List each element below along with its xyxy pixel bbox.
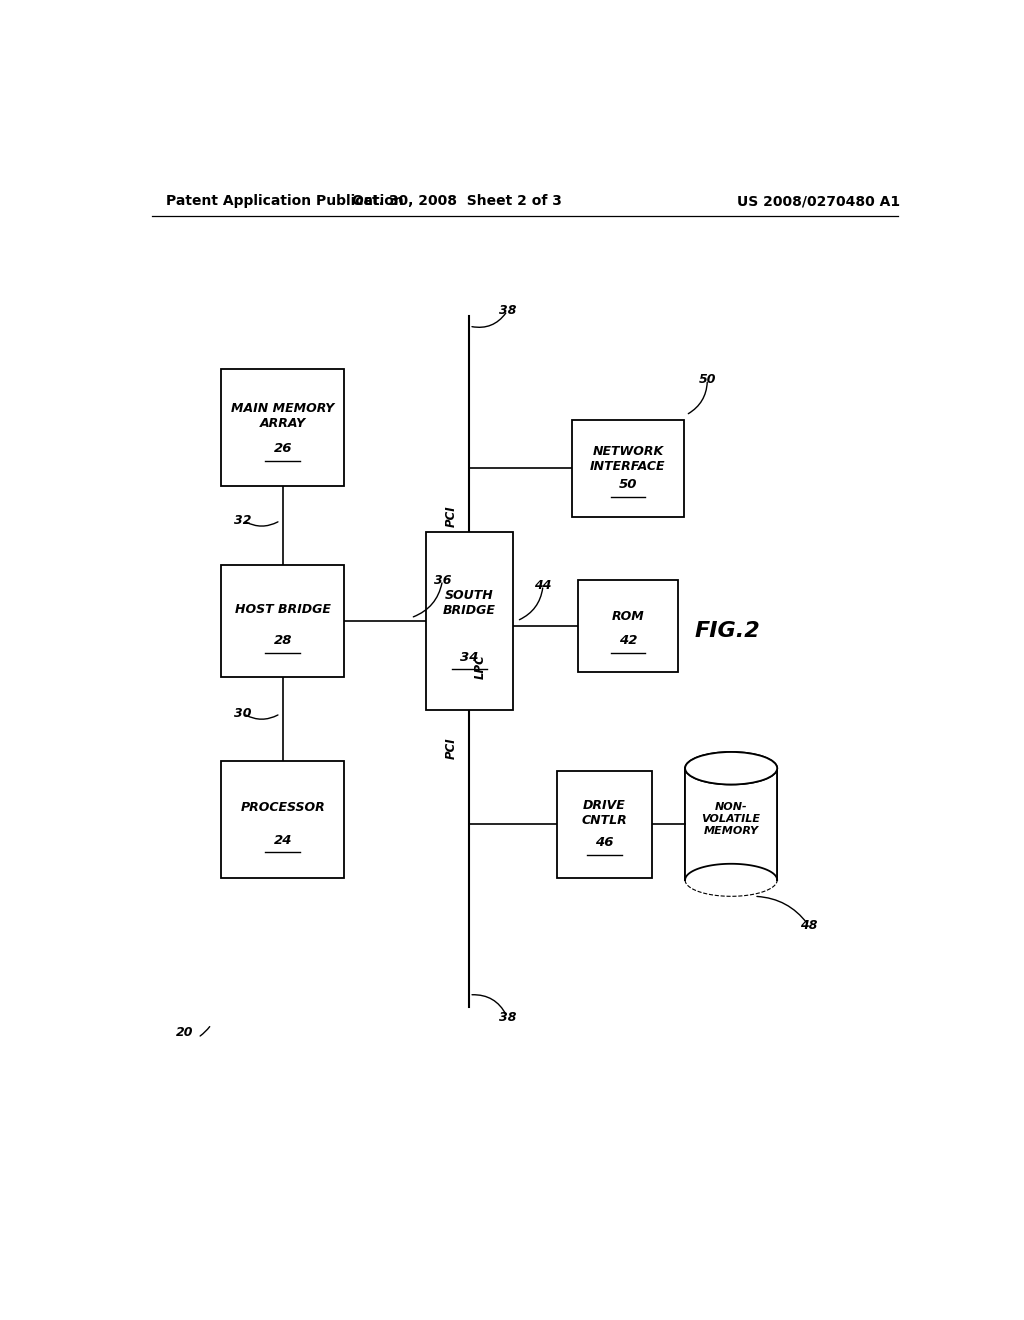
FancyBboxPatch shape [221,370,344,486]
Text: 28: 28 [273,634,292,647]
Text: 34: 34 [460,651,478,664]
Text: 38: 38 [499,1011,516,1024]
Text: MAIN MEMORY
ARRAY: MAIN MEMORY ARRAY [231,403,335,430]
Text: PCI: PCI [445,506,458,527]
Text: NON-
VOLATILE
MEMORY: NON- VOLATILE MEMORY [701,803,761,836]
Text: PROCESSOR: PROCESSOR [241,801,326,814]
Text: FIG.2: FIG.2 [694,620,760,642]
Text: LPC: LPC [474,655,487,678]
Text: 38: 38 [499,305,516,317]
Text: HOST BRIDGE: HOST BRIDGE [234,603,331,616]
Text: 36: 36 [434,574,452,586]
Text: PCI: PCI [445,737,458,759]
Text: 26: 26 [273,442,292,455]
FancyBboxPatch shape [557,771,652,878]
Text: ROM: ROM [611,610,644,623]
Text: 50: 50 [618,478,637,491]
Text: 42: 42 [618,634,637,647]
Text: 46: 46 [595,836,613,849]
Polygon shape [685,768,777,880]
Text: SOUTH
BRIDGE: SOUTH BRIDGE [442,589,496,616]
Text: Patent Application Publication: Patent Application Publication [166,194,403,209]
FancyBboxPatch shape [572,420,684,516]
Text: 50: 50 [698,374,716,385]
Text: 30: 30 [234,708,252,721]
Text: 32: 32 [234,513,252,527]
Text: 20: 20 [176,1026,194,1039]
Text: 44: 44 [535,578,552,591]
Text: NETWORK
INTERFACE: NETWORK INTERFACE [590,445,666,473]
Text: DRIVE
CNTLR: DRIVE CNTLR [582,800,627,828]
FancyBboxPatch shape [221,565,344,677]
Text: 24: 24 [273,834,292,846]
Text: 48: 48 [800,919,817,932]
Ellipse shape [685,752,777,784]
FancyBboxPatch shape [221,760,344,878]
FancyBboxPatch shape [579,581,678,672]
Text: US 2008/0270480 A1: US 2008/0270480 A1 [737,194,900,209]
Text: Oct. 30, 2008  Sheet 2 of 3: Oct. 30, 2008 Sheet 2 of 3 [352,194,562,209]
FancyBboxPatch shape [426,532,513,710]
